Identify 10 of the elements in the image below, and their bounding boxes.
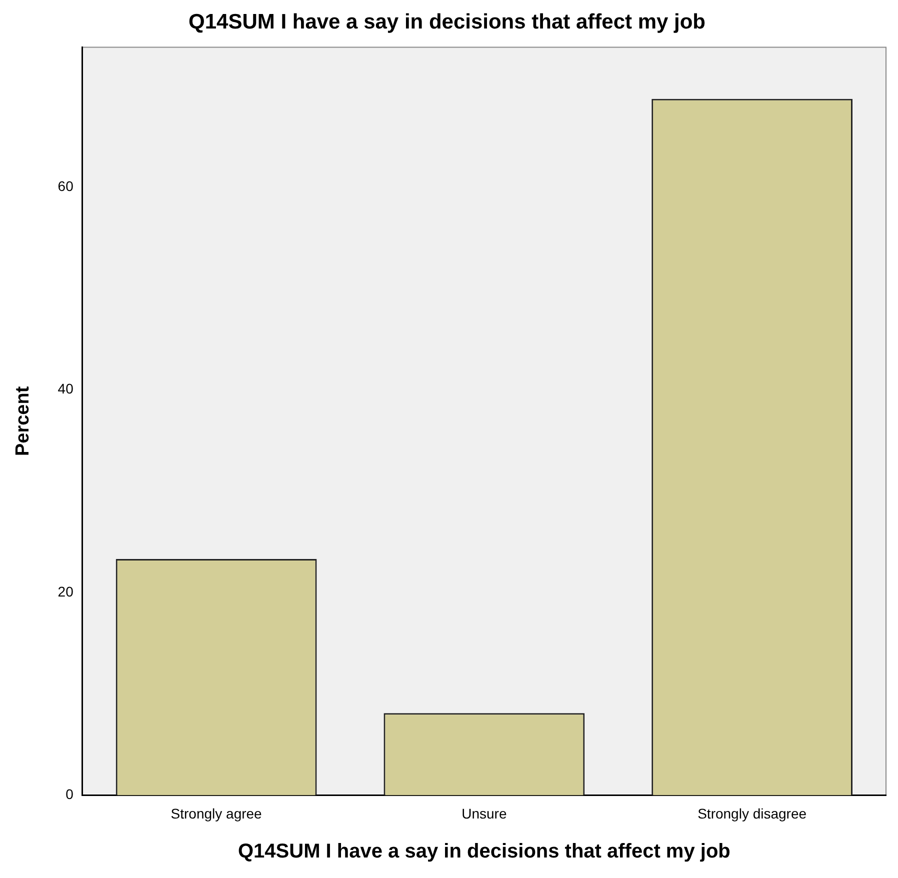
x-tick-label: Strongly agree bbox=[170, 805, 262, 822]
y-tick-label: 0 bbox=[66, 786, 74, 802]
chart-title: Q14SUM I have a say in decisions that affect my job bbox=[188, 10, 706, 34]
y-tick-label: 40 bbox=[58, 380, 74, 397]
x-axis-title: Q14SUM I have a say in decisions that affect my job bbox=[238, 840, 730, 863]
x-tick-label: Strongly disagree bbox=[698, 805, 807, 822]
y-tick-label: 20 bbox=[58, 583, 74, 600]
x-tick-label: Unsure bbox=[462, 805, 507, 822]
y-tick-label: 60 bbox=[58, 178, 74, 194]
y-axis-title: Percent bbox=[12, 386, 34, 456]
